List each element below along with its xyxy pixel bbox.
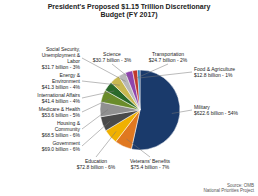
label-line: $41.3 billion - 4% bbox=[42, 84, 81, 90]
label-line: $53.6 billion - 5% bbox=[42, 112, 81, 118]
leader-line bbox=[82, 91, 114, 98]
slice-label: Social Security,Unemployment &Labor$31.7… bbox=[42, 46, 81, 70]
label-line: $31.7 billion - 3% bbox=[42, 64, 81, 70]
leader-line bbox=[136, 64, 168, 78]
slice bbox=[138, 70, 140, 110]
label-line: $41.4 billion - 4% bbox=[42, 98, 81, 104]
label-line: $24.7 billion - 2% bbox=[149, 57, 188, 63]
leader-line bbox=[96, 131, 116, 157]
leader-line bbox=[82, 110, 108, 129]
slice-label: Military$622.6 billion - 54% bbox=[194, 104, 238, 116]
label-line: $622.6 billion - 54% bbox=[194, 110, 238, 116]
label-line: $30.7 billion - 3% bbox=[93, 57, 132, 63]
slice-label: Food & Agriculture$12.8 billion - 1% bbox=[194, 66, 235, 78]
slice-label: Veterans' Benefits$75.4 billion - 7% bbox=[130, 158, 171, 170]
slices bbox=[100, 70, 180, 150]
label-line: $68.5 billion - 6% bbox=[42, 132, 81, 138]
leader-line bbox=[82, 99, 110, 112]
leader-line bbox=[172, 110, 192, 113]
slice-label: International Affairs$41.4 billion - 4% bbox=[37, 92, 80, 104]
slice-label: Education$72.8 billion - 6% bbox=[77, 158, 116, 170]
leader-line bbox=[82, 121, 110, 146]
leader-line bbox=[139, 72, 192, 78]
slice bbox=[133, 70, 140, 110]
slice-label: Transportation$24.7 billion - 2% bbox=[149, 51, 188, 63]
title: President's Proposed $1.15 Trillion Disc… bbox=[48, 3, 211, 19]
leader-line bbox=[112, 64, 131, 79]
slice-label: Science$30.7 billion - 3% bbox=[93, 51, 132, 63]
annotation: Source: OMBNational Priorities Project bbox=[203, 183, 254, 194]
slice-label: Housing &Community$68.5 billion - 6% bbox=[42, 120, 81, 138]
label-line: $72.8 billion - 6% bbox=[77, 164, 116, 170]
slice-label: Energy &Environment$41.3 billion - 4% bbox=[42, 72, 81, 90]
leader-lines bbox=[82, 58, 192, 157]
label-line: $69.0 billion - 6% bbox=[42, 146, 81, 152]
label-line: $75.4 billion - 7% bbox=[131, 164, 170, 170]
leader-line bbox=[127, 139, 150, 157]
slice-label: Medicare & Health$53.6 billion - 5% bbox=[39, 106, 81, 118]
chart: President's Proposed $1.15 Trillion Disc… bbox=[0, 0, 258, 196]
slice-label: Government$69.0 billion - 6% bbox=[42, 140, 81, 152]
labels: Military$622.6 billion - 54% Veterans' Be… bbox=[37, 46, 238, 170]
leader-line bbox=[82, 81, 120, 85]
label-line: $12.8 billion - 1% bbox=[194, 72, 233, 78]
